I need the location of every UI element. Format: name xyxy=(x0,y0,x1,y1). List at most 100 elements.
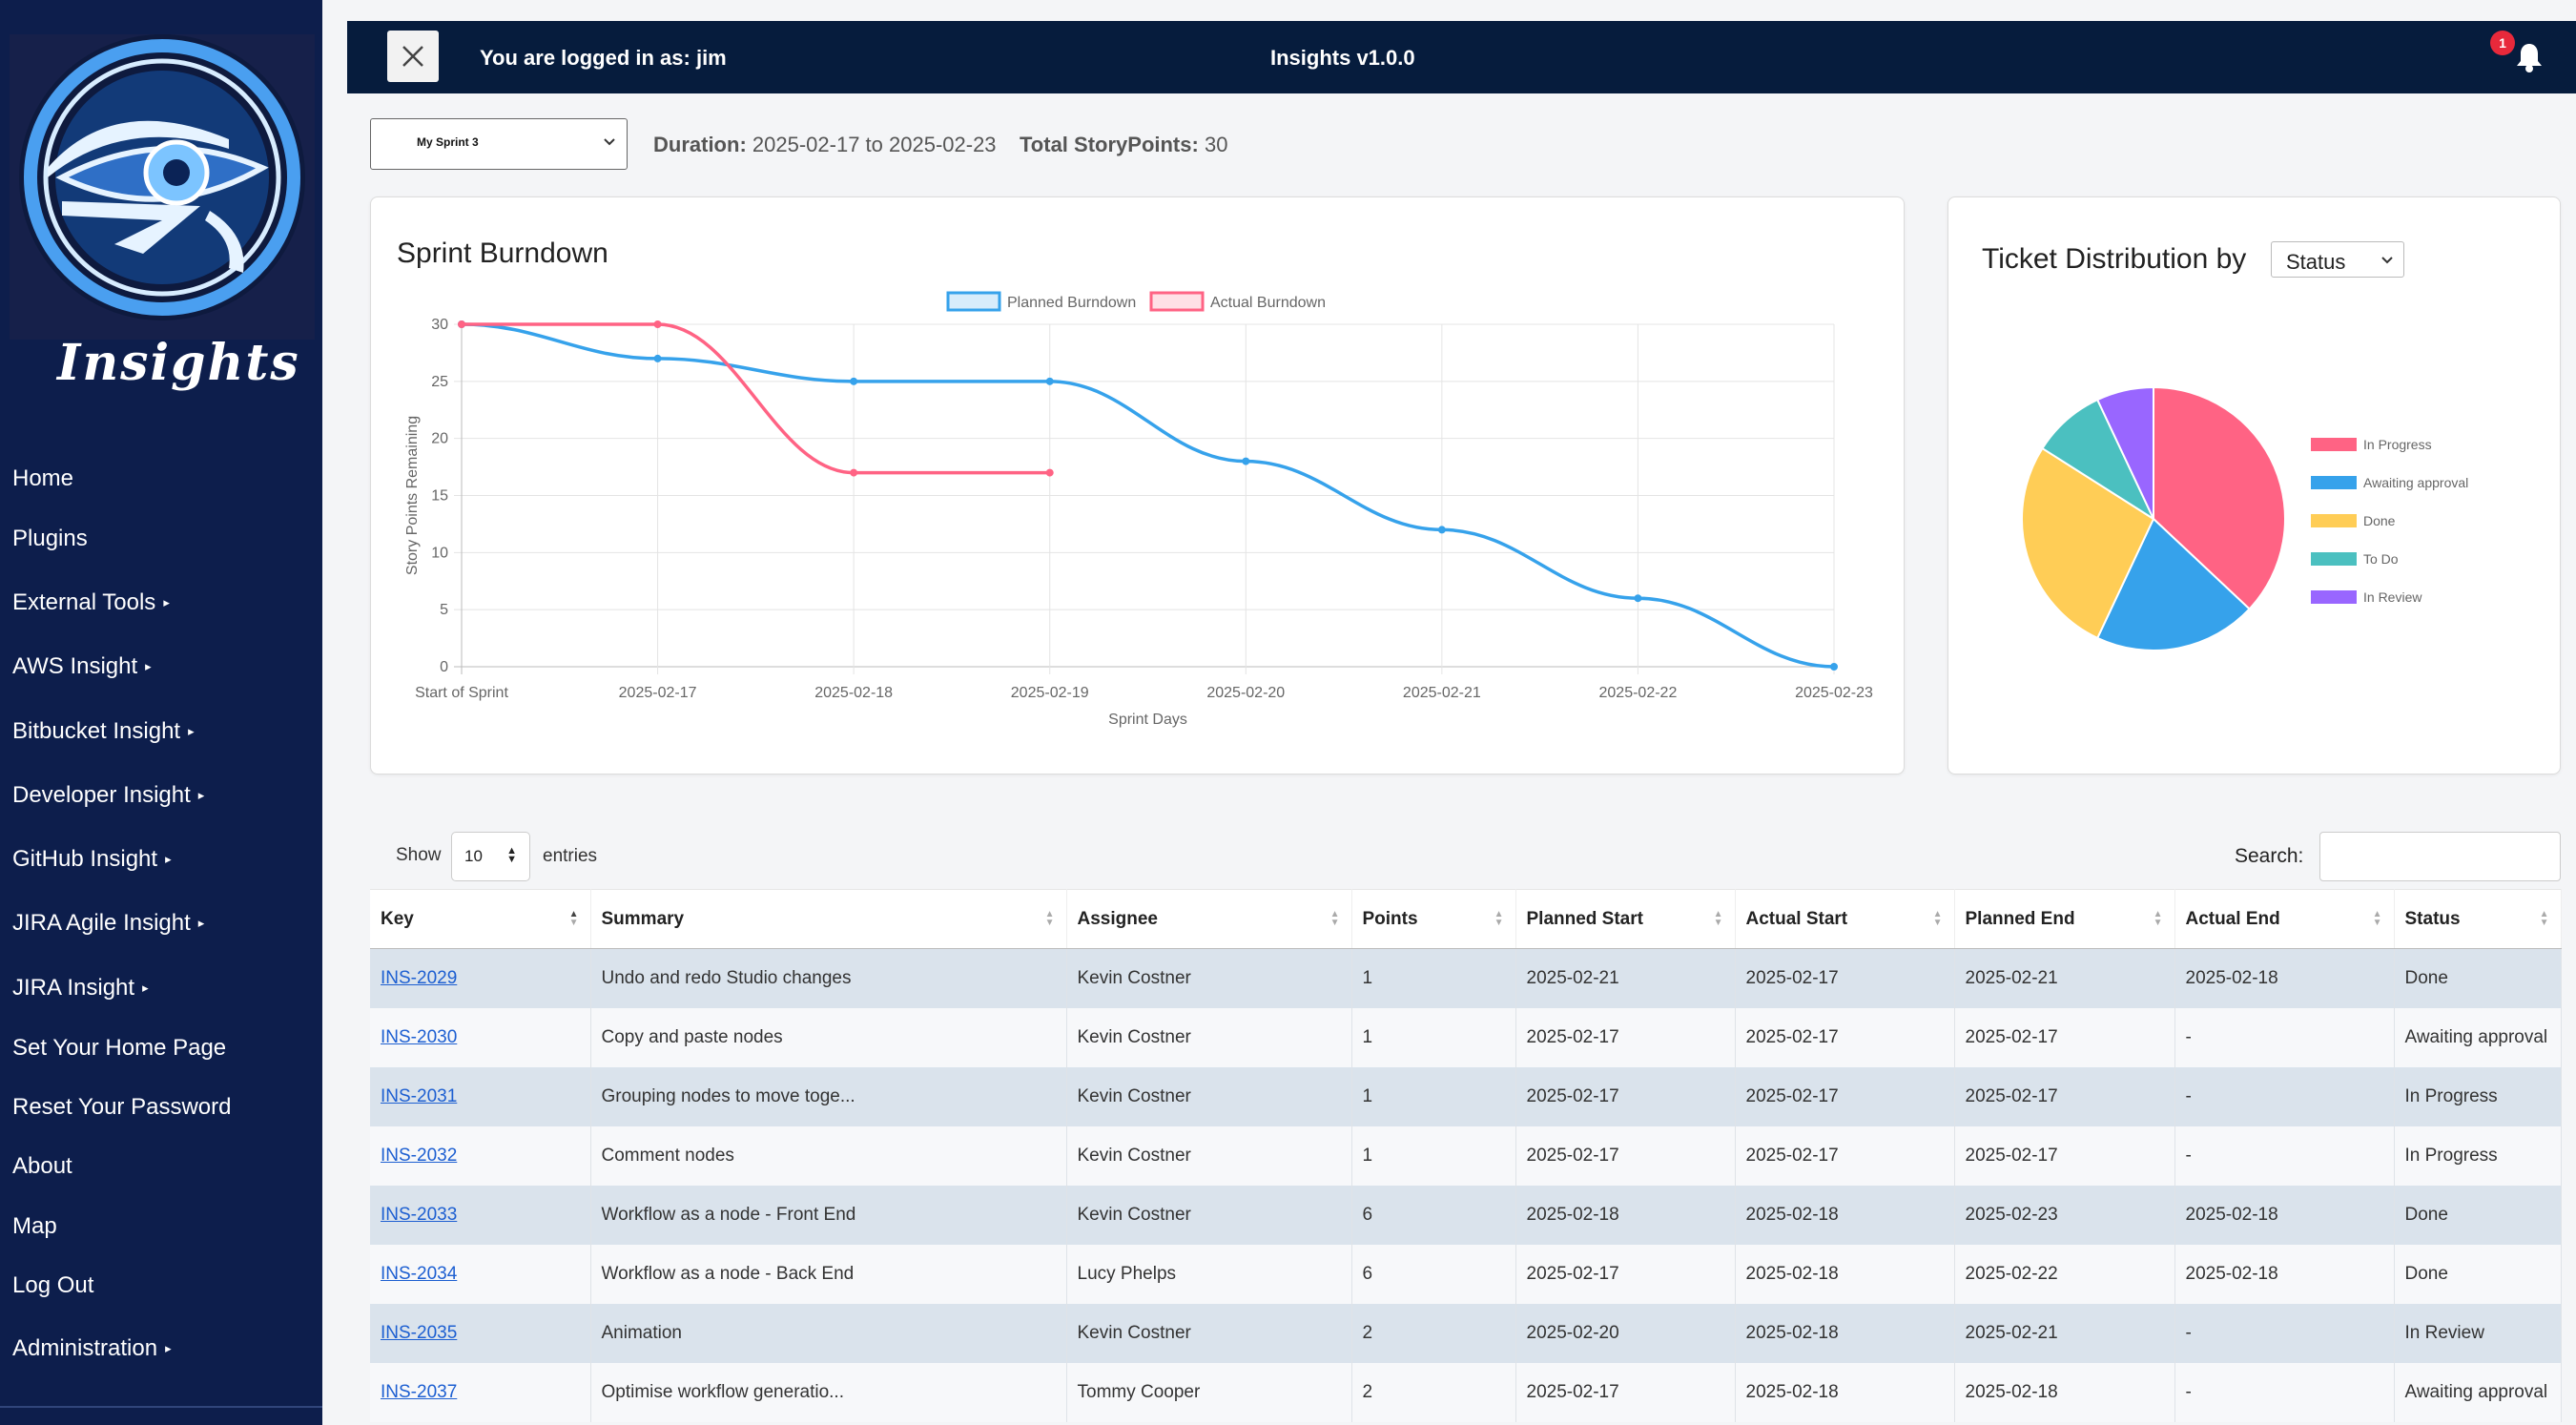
table-cell-status: Awaiting approval xyxy=(2394,1007,2562,1067)
y-tick-label: 0 xyxy=(440,659,448,675)
sidebar-item-home[interactable]: Home xyxy=(12,465,73,492)
column-header-label: Actual End xyxy=(2185,908,2280,929)
sidebar-item-reset-your-password[interactable]: Reset Your Password xyxy=(12,1094,231,1121)
sidebar-item-label: GitHub Insight xyxy=(12,846,158,872)
table-cell-key: INS-2032 xyxy=(370,1126,591,1186)
table-cell-assignee: Kevin Costner xyxy=(1066,1007,1352,1067)
series-line-actual xyxy=(462,322,1050,475)
sort-icon: ▲ ▼ xyxy=(2372,909,2382,928)
table-cell-status: Awaiting approval xyxy=(2394,1362,2562,1422)
table-cell-actual-start: 2025-02-17 xyxy=(1735,1126,1955,1186)
table-cell-points: 2 xyxy=(1351,1362,1516,1422)
table-cell-summary: Undo and redo Studio changes xyxy=(590,948,1067,1008)
ticket-key-link[interactable]: INS-2031 xyxy=(381,1085,458,1106)
ticket-key-link[interactable]: INS-2033 xyxy=(381,1204,458,1225)
ticket-key-link[interactable]: INS-2034 xyxy=(381,1263,458,1284)
legend-swatch xyxy=(1149,291,1205,312)
column-header-actual-end[interactable]: Actual End ▲ ▼ xyxy=(2174,889,2395,949)
column-header-points[interactable]: Points ▲ ▼ xyxy=(1351,889,1516,949)
series-line-planned xyxy=(461,322,1835,669)
sidebar-item-set-your-home-page[interactable]: Set Your Home Page xyxy=(12,1035,226,1062)
sort-icon: ▲ ▼ xyxy=(2153,909,2163,928)
table-cell-actual-start: 2025-02-18 xyxy=(1735,1244,1955,1304)
data-point xyxy=(1045,377,1054,385)
sidebar-divider xyxy=(0,1406,322,1408)
sidebar-item-about[interactable]: About xyxy=(12,1153,72,1180)
close-sidebar-button[interactable] xyxy=(387,31,439,82)
sidebar-item-label: Bitbucket Insight xyxy=(12,718,181,744)
table-row: INS-2037 Optimise workflow generatio... To… xyxy=(370,1362,2562,1422)
sidebar-item-jira-insight[interactable]: JIRA Insight ▸ xyxy=(12,975,149,1002)
top-bar: You are logged in as: jim Insights v1.0.… xyxy=(347,21,2576,93)
table-cell-assignee: Kevin Costner xyxy=(1066,948,1352,1008)
table-row: INS-2035 Animation Kevin Costner 2 2025-02-2… xyxy=(370,1303,2562,1363)
table-cell-planned-start: 2025-02-21 xyxy=(1515,948,1736,1008)
sprint-select[interactable]: My Sprint 3 xyxy=(370,118,628,170)
ticket-key-link[interactable]: INS-2035 xyxy=(381,1322,458,1343)
column-header-actual-start[interactable]: Actual Start ▲ ▼ xyxy=(1735,889,1955,949)
sidebar-item-administration[interactable]: Administration ▸ xyxy=(12,1335,172,1362)
ticket-key-link[interactable]: INS-2030 xyxy=(381,1026,458,1047)
column-header-label: Actual Start xyxy=(1745,908,1848,929)
column-header-planned-end[interactable]: Planned End ▲ ▼ xyxy=(1954,889,2175,949)
x-tick-label: 2025-02-18 xyxy=(814,685,893,701)
table-header-row: Key ▲ ▼ Summary ▲ ▼ Assignee ▲ ▼ Points ▲ ▼ Planned … xyxy=(370,889,2562,949)
notification-bell-icon[interactable] xyxy=(2515,42,2544,72)
burndown-chart: 0 5 10 15 20 25 30 Start of Sprint 2025-02-17 202… xyxy=(404,291,1873,728)
table-cell-points: 1 xyxy=(1351,948,1516,1008)
search-input[interactable] xyxy=(2319,832,2561,881)
y-tick-label: 10 xyxy=(431,545,448,561)
sidebar-item-github-insight[interactable]: GitHub Insight ▸ xyxy=(12,846,172,873)
legend-swatch xyxy=(946,291,1001,312)
sidebar-item-log-out[interactable]: Log Out xyxy=(12,1272,93,1299)
data-point xyxy=(1830,663,1838,671)
sidebar-item-map[interactable]: Map xyxy=(12,1213,57,1240)
entries-length-select[interactable]: 10 ▲ ▼ xyxy=(451,832,530,881)
column-header-key[interactable]: Key ▲ ▼ xyxy=(370,889,591,949)
sidebar-item-aws-insight[interactable]: AWS Insight ▸ xyxy=(12,653,152,680)
sidebar-item-external-tools[interactable]: External Tools ▸ xyxy=(12,589,170,616)
ticket-key-link[interactable]: INS-2032 xyxy=(381,1145,458,1166)
table-cell-summary: Comment nodes xyxy=(590,1126,1067,1186)
duration-value: 2025-02-17 to 2025-02-23 xyxy=(752,133,997,156)
table-cell-planned-start: 2025-02-17 xyxy=(1515,1066,1736,1126)
table-cell-status: In Review xyxy=(2394,1303,2562,1363)
y-tick-label: 30 xyxy=(431,317,448,333)
notification-count-badge: 1 xyxy=(2490,31,2515,55)
table-cell-actual-end: - xyxy=(2174,1066,2395,1126)
sort-icon: ▲ ▼ xyxy=(568,909,579,928)
x-axis-title: Sprint Days xyxy=(1108,712,1187,728)
submenu-caret-icon: ▸ xyxy=(142,981,149,995)
table-row: INS-2034 Workflow as a node - Back End Luc… xyxy=(370,1244,2562,1304)
table-cell-assignee: Kevin Costner xyxy=(1066,1185,1352,1245)
sidebar-item-label: Reset Your Password xyxy=(12,1094,232,1120)
column-header-summary[interactable]: Summary ▲ ▼ xyxy=(590,889,1067,949)
sidebar-item-plugins[interactable]: Plugins xyxy=(12,526,88,552)
column-header-label: Summary xyxy=(601,908,685,929)
ticket-key-link[interactable]: INS-2029 xyxy=(381,967,458,988)
table-cell-key: INS-2029 xyxy=(370,948,591,1008)
sidebar-item-developer-insight[interactable]: Developer Insight ▸ xyxy=(12,782,204,809)
entries-label: entries xyxy=(543,846,598,866)
table-row: INS-2032 Comment nodes Kevin Costner 1 2025-… xyxy=(370,1126,2562,1186)
distribution-select[interactable]: Status xyxy=(2271,241,2404,278)
sidebar-item-label: Home xyxy=(12,465,74,491)
column-header-assignee[interactable]: Assignee ▲ ▼ xyxy=(1066,889,1352,949)
sidebar-item-bitbucket-insight[interactable]: Bitbucket Insight ▸ xyxy=(12,718,195,745)
legend-label: Awaiting approval xyxy=(2363,475,2468,490)
ticket-key-link[interactable]: INS-2037 xyxy=(381,1381,458,1402)
table-cell-actual-end: - xyxy=(2174,1362,2395,1422)
table-cell-planned-start: 2025-02-17 xyxy=(1515,1362,1736,1422)
sidebar-item-label: Log Out xyxy=(12,1272,94,1298)
sidebar-item-label: JIRA Insight xyxy=(12,975,135,1001)
pie-slice xyxy=(2095,517,2252,651)
data-point xyxy=(1437,526,1446,534)
sidebar-item-jira-agile-insight[interactable]: JIRA Agile Insight ▸ xyxy=(12,910,204,937)
table-cell-actual-end: - xyxy=(2174,1303,2395,1363)
pie-slice xyxy=(2021,446,2155,640)
table-cell-actual-start: 2025-02-17 xyxy=(1735,1066,1955,1126)
table-cell-summary: Workflow as a node - Front End xyxy=(590,1185,1067,1245)
column-header-planned-start[interactable]: Planned Start ▲ ▼ xyxy=(1515,889,1736,949)
table-cell-assignee: Tommy Cooper xyxy=(1066,1362,1352,1422)
column-header-status[interactable]: Status ▲ ▼ xyxy=(2394,889,2562,949)
